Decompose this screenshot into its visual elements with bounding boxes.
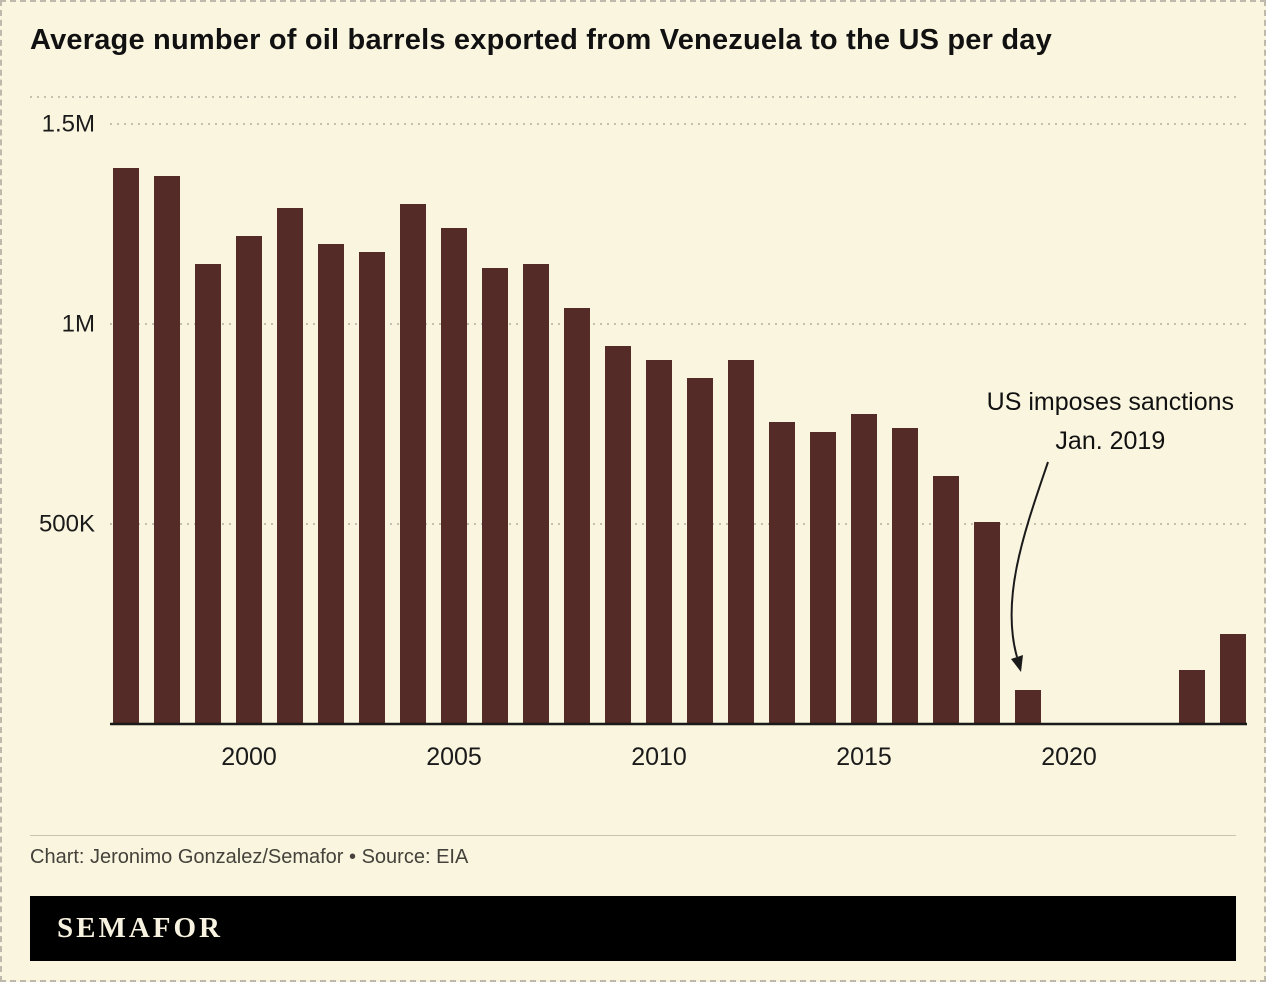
- bar: [400, 204, 426, 724]
- annotation-arrowhead: [1011, 655, 1023, 672]
- bar: [810, 432, 836, 724]
- bar: [195, 264, 221, 724]
- bar: [1015, 690, 1041, 724]
- bar: [851, 414, 877, 724]
- x-axis-label: 2020: [1041, 743, 1097, 771]
- chart-credit: Chart: Jeronimo Gonzalez/Semafor • Sourc…: [30, 846, 469, 868]
- x-axis-label: 2015: [836, 743, 892, 771]
- bar: [113, 168, 139, 724]
- semafor-logo: SEMAFOR: [57, 912, 223, 944]
- annotation: US imposes sanctions Jan. 2019: [987, 383, 1234, 461]
- bar: [359, 252, 385, 724]
- bar: [154, 176, 180, 724]
- footer-divider: [30, 835, 1236, 836]
- bar: [318, 244, 344, 724]
- annotation-line1: US imposes sanctions: [986, 388, 1234, 416]
- bar: [974, 522, 1000, 724]
- bar: [605, 346, 631, 724]
- bar: [687, 378, 713, 724]
- bar: [1220, 634, 1246, 724]
- logo-bar: SEMAFOR: [30, 896, 1236, 961]
- bar: [1179, 670, 1205, 724]
- x-axis-label: 2010: [631, 743, 687, 771]
- annotation-line2: Jan. 2019: [1055, 426, 1166, 455]
- x-axis-label: 2005: [426, 743, 482, 771]
- annotation-arrow: [1010, 461, 1049, 658]
- bar: [892, 428, 918, 724]
- x-axis-label: 2000: [221, 743, 277, 771]
- bar: [728, 360, 754, 724]
- chart-title: Average number of oil barrels exported f…: [30, 24, 1052, 56]
- y-axis-label: 1M: [62, 311, 95, 338]
- bar: [564, 308, 590, 724]
- y-axis-label: 500K: [39, 511, 95, 538]
- bar: [277, 208, 303, 724]
- bar: [769, 422, 795, 724]
- bar: [933, 476, 959, 724]
- bar: [441, 228, 467, 724]
- bar: [646, 360, 672, 724]
- bar: [482, 268, 508, 724]
- bar: [236, 236, 262, 724]
- bar: [523, 264, 549, 724]
- y-axis-label: 1.5M: [42, 111, 95, 138]
